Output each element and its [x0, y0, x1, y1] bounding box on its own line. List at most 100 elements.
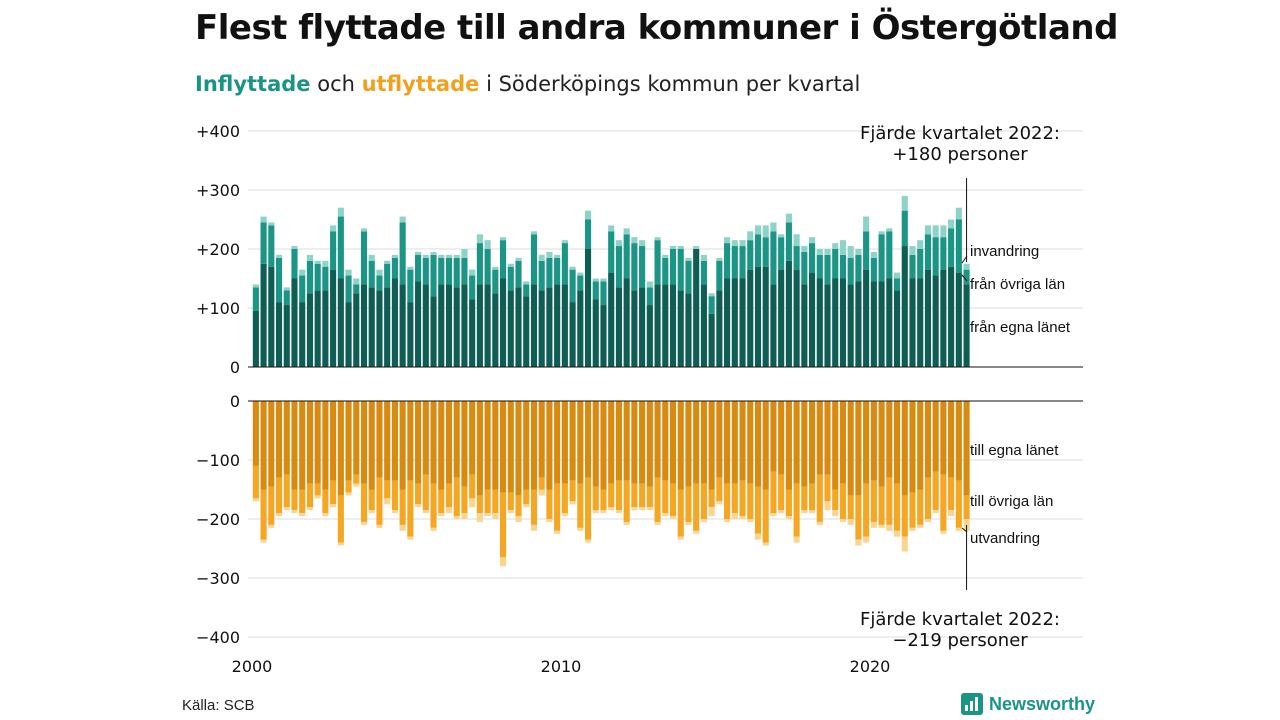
bar-utflyttade-utvandring — [268, 524, 275, 528]
bar-utflyttade-till-egna-länet — [322, 401, 329, 490]
bar-utflyttade-till-egna-länet — [577, 401, 584, 484]
bar-utflyttade-utvandring — [855, 539, 862, 546]
bar-inflyttade-invandring — [538, 254, 545, 261]
bar-utflyttade-utvandring — [623, 521, 630, 525]
bar-inflyttade-från-egna-länet — [453, 287, 460, 367]
y-tick-label-bottom: −400 — [196, 628, 240, 647]
bar-inflyttade-invandring — [863, 216, 870, 232]
bar-inflyttade-invandring — [778, 234, 785, 238]
bar-utflyttade-till-egna-länet — [685, 401, 692, 487]
source-note: Källa: SCB — [182, 697, 255, 714]
bar-utflyttade-till-egna-länet — [809, 401, 816, 484]
annotation-bottom-line1: Fjärde kvartalet 2022: — [860, 609, 1060, 630]
bar-inflyttade-från-egna-länet — [252, 310, 259, 367]
bar-utflyttade-till-egna-länet — [507, 401, 514, 493]
bar-utflyttade-utvandring — [608, 507, 615, 511]
bar-inflyttade-från-egna-länet — [685, 293, 692, 367]
bar-utflyttade-till-övriga-län — [584, 477, 592, 540]
bar-utflyttade-utvandring — [492, 513, 499, 519]
bar-utflyttade-utvandring — [870, 521, 877, 528]
bar-inflyttade-från-övriga-län — [484, 249, 491, 285]
bar-inflyttade-från-egna-länet — [430, 296, 437, 367]
series-label-fran-ovriga-lan: från övriga län — [970, 276, 1065, 293]
bar-utflyttade-till-egna-länet — [955, 401, 962, 481]
bar-utflyttade-till-egna-länet — [461, 401, 468, 487]
bar-inflyttade-från-egna-länet — [291, 278, 298, 367]
bar-utflyttade-utvandring — [299, 513, 306, 517]
bar-inflyttade-från-övriga-län — [500, 240, 507, 279]
bar-utflyttade-till-egna-länet — [438, 401, 445, 490]
bar-utflyttade-till-övriga-län — [646, 486, 653, 508]
bar-utflyttade-till-övriga-län — [901, 495, 908, 537]
bar-utflyttade-till-övriga-län — [785, 489, 792, 517]
bar-inflyttade-från-egna-länet — [731, 278, 738, 367]
subtitle-inflyttade: Inflyttade — [195, 72, 311, 96]
bar-inflyttade-invandring — [893, 272, 901, 279]
bar-utflyttade-till-egna-länet — [523, 401, 530, 490]
bar-utflyttade-till-övriga-län — [507, 492, 514, 511]
bar-inflyttade-från-övriga-län — [832, 249, 839, 279]
bar-inflyttade-från-egna-länet — [592, 299, 599, 367]
bar-inflyttade-invandring — [917, 240, 924, 249]
bar-utflyttade-utvandring — [291, 510, 298, 514]
bar-inflyttade-invandring — [847, 246, 854, 258]
bar-inflyttade-invandring — [415, 251, 422, 255]
bar-inflyttade-från-egna-länet — [438, 284, 445, 367]
bar-inflyttade-från-egna-länet — [785, 260, 792, 367]
bar-inflyttade-från-egna-länet — [824, 284, 831, 367]
bar-utflyttade-till-egna-länet — [700, 401, 707, 484]
bar-inflyttade-invandring — [646, 281, 653, 288]
bar-utflyttade-utvandring — [554, 530, 561, 534]
bar-utflyttade-till-egna-länet — [376, 401, 383, 478]
bar-utflyttade-till-egna-länet — [754, 401, 762, 487]
bar-inflyttade-från-övriga-län — [662, 257, 669, 285]
y-tick-label-top: +100 — [196, 299, 240, 318]
bar-inflyttade-från-egna-länet — [809, 272, 816, 367]
bar-utflyttade-till-övriga-län — [669, 483, 677, 517]
bar-inflyttade-invandring — [484, 240, 491, 249]
bar-inflyttade-från-övriga-län — [507, 266, 514, 291]
connector-utvandring — [961, 527, 968, 533]
bar-utflyttade-till-egna-länet — [353, 401, 360, 475]
bar-utflyttade-utvandring — [700, 519, 707, 522]
bar-utflyttade-till-egna-länet — [415, 401, 422, 484]
bar-inflyttade-från-egna-länet — [893, 290, 901, 367]
bar-utflyttade-utvandring — [461, 513, 468, 519]
bar-inflyttade-invandring — [824, 249, 831, 255]
bar-inflyttade-invandring — [878, 231, 885, 235]
bar-inflyttade-från-egna-länet — [739, 278, 746, 367]
bar-inflyttade-från-övriga-län — [708, 296, 715, 314]
bar-inflyttade-från-övriga-län — [569, 269, 576, 303]
bar-inflyttade-invandring — [299, 269, 306, 276]
subtitle-utflyttade: utflyttade — [361, 72, 480, 96]
connector-invandring — [961, 255, 968, 264]
bar-inflyttade-från-egna-länet — [693, 249, 700, 367]
bar-inflyttade-invandring — [770, 222, 777, 232]
brand-logo: Newsworthy — [961, 693, 1095, 715]
bar-utflyttade-utvandring — [260, 539, 267, 543]
bar-inflyttade-från-egna-länet — [260, 263, 267, 367]
bar-utflyttade-till-egna-länet — [654, 401, 661, 478]
bar-inflyttade-från-egna-länet — [577, 290, 584, 367]
bar-inflyttade-från-övriga-län — [700, 260, 707, 285]
bar-utflyttade-till-övriga-län — [662, 480, 669, 514]
bar-inflyttade-från-egna-länet — [700, 284, 707, 367]
chart-title: Flest flyttade till andra kommuner i Öst… — [195, 8, 1118, 48]
bar-utflyttade-till-övriga-län — [283, 474, 290, 508]
bar-inflyttade-invandring — [631, 237, 638, 244]
y-tick-label-top: +400 — [196, 122, 240, 141]
bar-inflyttade-invandring — [940, 225, 947, 238]
bar-utflyttade-till-egna-länet — [778, 401, 785, 475]
bar-utflyttade-utvandring — [762, 542, 769, 546]
bar-inflyttade-från-övriga-län — [739, 246, 746, 279]
bar-utflyttade-till-egna-länet — [731, 401, 738, 484]
brand-name: Newsworthy — [989, 693, 1096, 714]
bar-inflyttade-från-övriga-län — [940, 237, 947, 270]
bar-utflyttade-till-övriga-län — [523, 489, 530, 505]
bar-utflyttade-utvandring — [731, 513, 738, 519]
bar-inflyttade-från-egna-länet — [724, 278, 731, 367]
bar-inflyttade-invandring — [592, 278, 599, 282]
bar-inflyttade-invandring — [747, 231, 754, 241]
bar-inflyttade-från-egna-länet — [855, 281, 862, 367]
bar-inflyttade-från-övriga-län — [291, 249, 298, 279]
